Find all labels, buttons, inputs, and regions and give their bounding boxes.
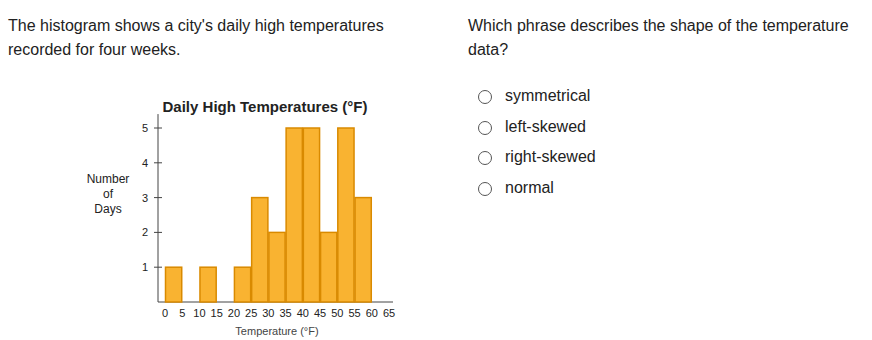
radio-button[interactable] (478, 151, 492, 165)
y-tick (154, 128, 162, 129)
x-tick-label: 20 (228, 307, 240, 319)
histogram-bar (303, 128, 319, 302)
histogram-bar (217, 301, 233, 303)
histogram-bar (269, 232, 285, 302)
radio-button[interactable] (478, 90, 492, 104)
y-tick-label: 3 (142, 192, 148, 204)
option-label[interactable]: left-skewed (505, 118, 586, 136)
option-label[interactable]: normal (505, 179, 554, 197)
radio-button[interactable] (478, 121, 492, 135)
x-tick-label: 10 (193, 307, 205, 319)
radio-button[interactable] (478, 182, 492, 196)
x-tick-label: 65 (383, 307, 395, 319)
histogram-bar (234, 267, 250, 302)
x-tick-label: 35 (279, 307, 291, 319)
y-tick-label: 1 (142, 261, 148, 273)
x-tick-label: 15 (211, 307, 223, 319)
x-tick-label: 45 (314, 307, 326, 319)
y-tick (154, 232, 162, 233)
histogram-bar (183, 301, 199, 303)
histogram-bar (286, 128, 302, 302)
histogram-bar (166, 267, 182, 302)
chart-title: Daily High Temperatures (°F) (163, 98, 368, 115)
y-axis-line (158, 114, 159, 302)
y-tick-label: 4 (142, 157, 148, 169)
x-axis-label: Temperature (°F) (235, 325, 318, 337)
y-axis-label: NumberofDays (87, 172, 130, 216)
y-tick (154, 162, 162, 163)
question-prompt: Which phrase describes the shape of the … (468, 14, 863, 62)
histogram-bar (338, 128, 354, 302)
x-tick-label: 5 (179, 307, 185, 319)
histogram-bar (200, 267, 216, 302)
x-tick-label: 30 (262, 307, 274, 319)
histogram-bar (372, 301, 388, 303)
option-label[interactable]: right-skewed (505, 148, 596, 166)
x-tick-label: 50 (331, 307, 343, 319)
histogram-bar (321, 232, 337, 302)
option-label[interactable]: symmetrical (505, 87, 590, 105)
histogram-bar (355, 198, 371, 302)
x-tick-label: 55 (348, 307, 360, 319)
histogram-bar (252, 198, 268, 302)
x-tick-label: 40 (297, 307, 309, 319)
y-tick-label: 5 (142, 122, 148, 134)
x-tick-label: 25 (245, 307, 257, 319)
x-tick-label: 60 (366, 307, 378, 319)
bars (166, 128, 372, 302)
y-tick-label: 2 (142, 226, 148, 238)
intro-text: The histogram shows a city's daily high … (8, 14, 428, 62)
y-tick (154, 197, 162, 198)
x-tick-label: 0 (162, 307, 168, 319)
chart: Daily High Temperatures (°F)123450510152… (0, 0, 872, 340)
y-tick (154, 267, 162, 268)
